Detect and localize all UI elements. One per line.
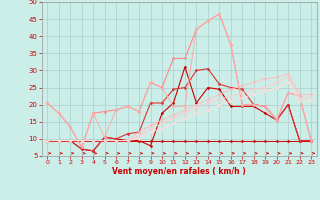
X-axis label: Vent moyen/en rafales ( km/h ): Vent moyen/en rafales ( km/h ) <box>112 167 246 176</box>
